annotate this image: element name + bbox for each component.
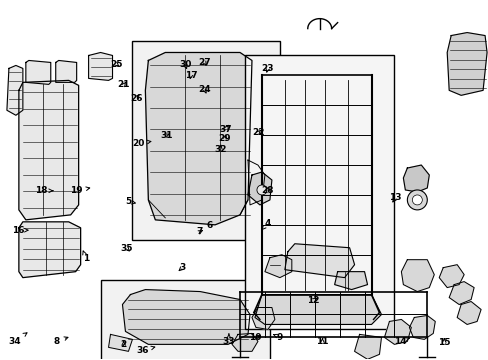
Text: 12: 12 xyxy=(307,296,319,305)
Text: 2: 2 xyxy=(121,341,126,350)
Polygon shape xyxy=(108,334,132,351)
Text: 4: 4 xyxy=(262,219,270,230)
Text: 21: 21 xyxy=(117,81,130,90)
Text: 33: 33 xyxy=(222,334,235,346)
Circle shape xyxy=(407,190,427,210)
Text: 34: 34 xyxy=(8,333,27,346)
Polygon shape xyxy=(26,60,51,84)
Circle shape xyxy=(256,185,266,195)
Polygon shape xyxy=(264,255,291,278)
Polygon shape xyxy=(19,80,79,220)
Polygon shape xyxy=(88,53,112,80)
Polygon shape xyxy=(456,302,480,324)
Text: 25: 25 xyxy=(110,60,123,69)
Polygon shape xyxy=(384,319,410,345)
Text: 35: 35 xyxy=(120,244,133,253)
Text: 23: 23 xyxy=(261,64,274,73)
Polygon shape xyxy=(247,160,264,205)
Polygon shape xyxy=(334,272,367,289)
Polygon shape xyxy=(247,172,271,205)
Polygon shape xyxy=(401,260,433,292)
Polygon shape xyxy=(56,60,77,82)
Text: 14: 14 xyxy=(393,337,409,346)
Text: 20: 20 xyxy=(132,139,151,148)
Polygon shape xyxy=(448,282,473,305)
Polygon shape xyxy=(122,289,249,345)
Text: 29: 29 xyxy=(218,134,231,143)
Text: 19: 19 xyxy=(70,186,89,195)
Polygon shape xyxy=(447,32,486,95)
Bar xyxy=(244,55,394,329)
Text: 36: 36 xyxy=(136,346,155,355)
Text: 1: 1 xyxy=(82,251,89,264)
Polygon shape xyxy=(19,222,81,278)
Bar xyxy=(132,41,279,240)
Text: 24: 24 xyxy=(198,85,210,94)
Polygon shape xyxy=(403,165,428,192)
Polygon shape xyxy=(254,294,381,324)
Polygon shape xyxy=(251,307,274,329)
Text: 6: 6 xyxy=(206,221,212,230)
Text: 26: 26 xyxy=(130,94,142,103)
Polygon shape xyxy=(438,265,463,288)
Text: 8: 8 xyxy=(54,337,68,346)
Text: 31: 31 xyxy=(160,131,172,140)
Text: 32: 32 xyxy=(213,145,226,154)
Polygon shape xyxy=(145,53,251,225)
Polygon shape xyxy=(285,244,354,278)
Text: 37: 37 xyxy=(219,125,232,134)
Polygon shape xyxy=(7,66,23,115)
Text: 28: 28 xyxy=(261,186,274,195)
Text: 30: 30 xyxy=(179,60,191,69)
Text: 13: 13 xyxy=(388,193,401,202)
Text: 18: 18 xyxy=(35,186,53,195)
Text: 3: 3 xyxy=(179,264,185,273)
Circle shape xyxy=(411,195,422,205)
Text: 7: 7 xyxy=(196,228,203,237)
Polygon shape xyxy=(408,315,434,339)
Text: 9: 9 xyxy=(273,333,282,342)
Polygon shape xyxy=(232,333,258,351)
Text: 17: 17 xyxy=(184,71,197,80)
Text: 10: 10 xyxy=(248,333,261,342)
Text: 22: 22 xyxy=(251,128,264,137)
Text: 16: 16 xyxy=(12,226,28,235)
Text: 15: 15 xyxy=(437,338,449,347)
Text: 5: 5 xyxy=(125,197,135,206)
Text: 27: 27 xyxy=(198,58,210,67)
Polygon shape xyxy=(354,334,381,359)
Text: 11: 11 xyxy=(316,337,328,346)
Bar xyxy=(101,280,269,360)
